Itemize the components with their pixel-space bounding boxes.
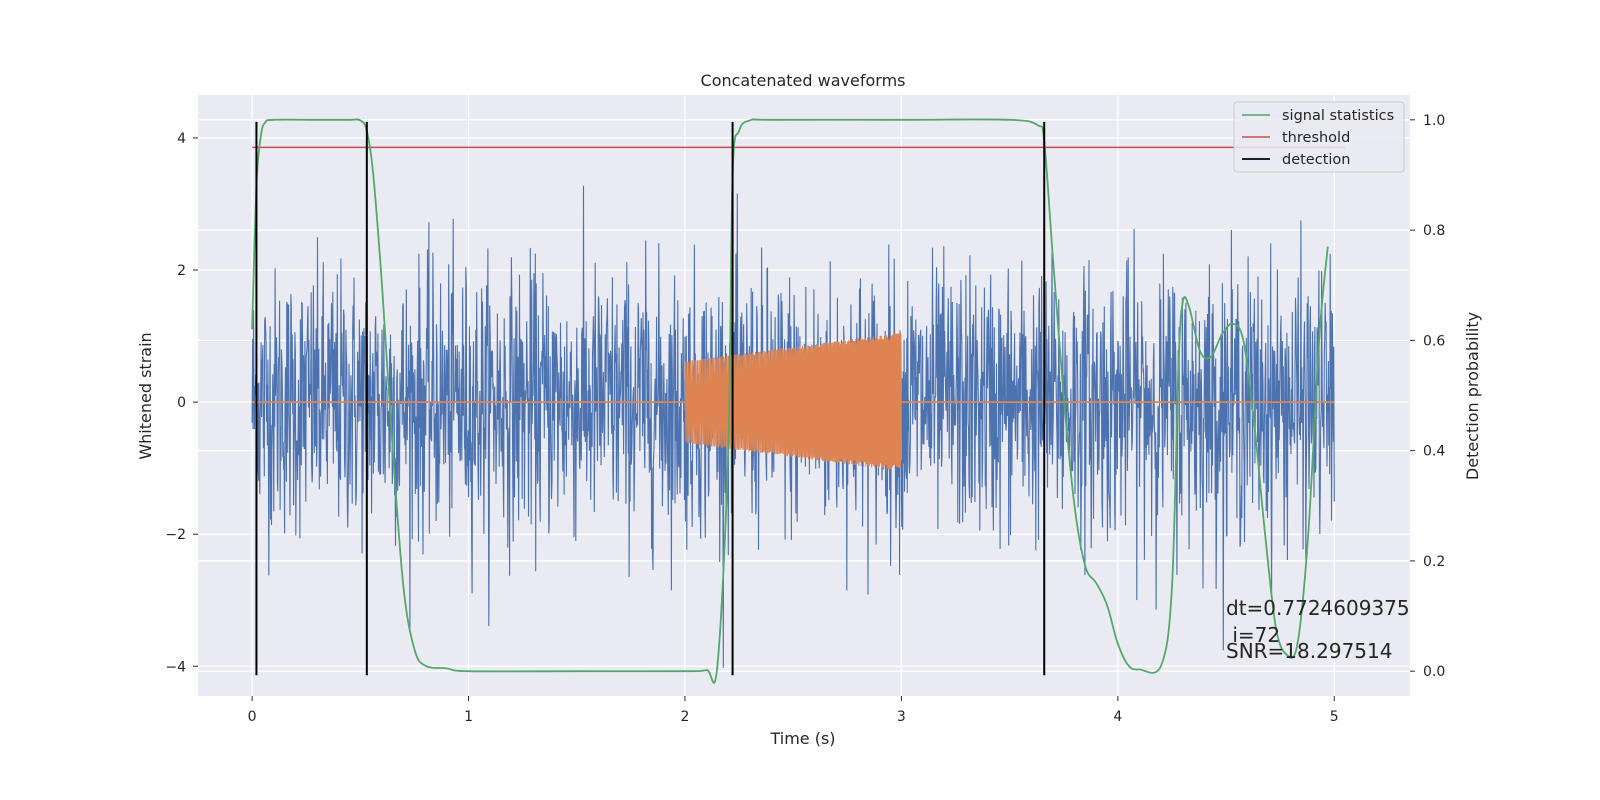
- y2-axis-label: Detection probability: [1463, 312, 1482, 480]
- annotation-index: i=72: [1226, 623, 1280, 647]
- y2-tick-label: 0.6: [1423, 333, 1445, 349]
- y2-tick-label: 1.0: [1423, 113, 1445, 129]
- annotation-snr: SNR=18.297514: [1226, 639, 1392, 663]
- y2-tick-label: 0.2: [1423, 554, 1445, 570]
- injection-chirp-series: [684, 333, 902, 470]
- y-tick-label: −4: [165, 659, 186, 675]
- x-tick-label: 3: [897, 709, 906, 725]
- y-tick-label: 2: [177, 263, 186, 279]
- x-tick-label: 0: [248, 709, 257, 725]
- y2-tick-label: 0.0: [1423, 664, 1445, 680]
- x-tick-label: 5: [1330, 709, 1339, 725]
- y-tick-label: 0: [177, 395, 186, 411]
- y-tick-label: −2: [165, 527, 186, 543]
- legend: signal statistics threshold detection: [1233, 101, 1405, 173]
- signal-statistics-series: [251, 118, 1329, 684]
- annotation-dt: dt=0.7724609375: [1226, 596, 1410, 620]
- legend-label-threshold: threshold: [1282, 130, 1350, 146]
- y-tick-label: 4: [177, 131, 186, 147]
- y2-tick-label: 0.4: [1423, 444, 1445, 460]
- y-axis-label: Whitened strain: [136, 332, 155, 459]
- annotation-block: dt=0.7724609375 i=72 SNR=18.297514: [1226, 596, 1410, 663]
- x-axis-label: Time (s): [769, 729, 835, 748]
- legend-label-detection: detection: [1282, 152, 1350, 168]
- x-tick-label: 1: [464, 709, 473, 725]
- x-tick-label: 2: [681, 709, 690, 725]
- x-tick-label: 4: [1113, 709, 1122, 725]
- legend-label-signal-statistics: signal statistics: [1282, 108, 1394, 124]
- chart-title: Concatenated waveforms: [701, 71, 906, 90]
- y2-tick-label: 0.8: [1423, 223, 1445, 239]
